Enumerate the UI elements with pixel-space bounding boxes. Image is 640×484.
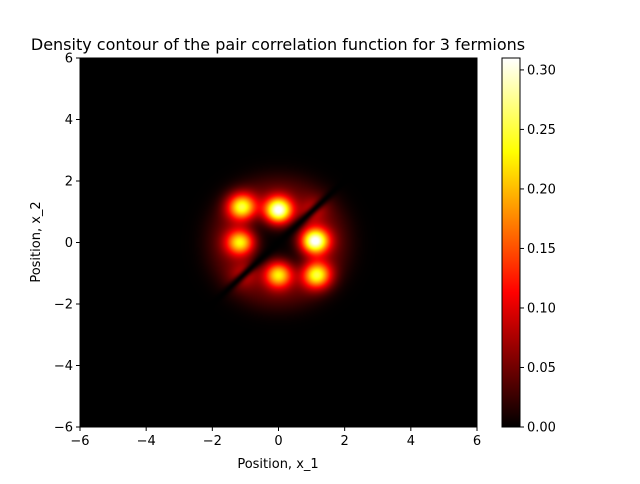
heatmap-image xyxy=(80,58,477,427)
x-tick-label: 6 xyxy=(473,434,481,449)
y-tick-label: 0 xyxy=(65,236,73,251)
x-tick-label: −2 xyxy=(203,434,222,449)
y-tick-label: −4 xyxy=(54,359,73,374)
colorbar-tick-label: 0.30 xyxy=(527,63,556,78)
x-axis-ticks: −6 −4 −2 0 2 4 6 xyxy=(70,427,481,449)
x-tick-label: 4 xyxy=(407,434,415,449)
y-tick-label: 4 xyxy=(65,113,73,128)
x-tick-label: −4 xyxy=(137,434,156,449)
y-axis-label: Position, x_2 xyxy=(29,201,44,282)
colorbar-tick-label: 0.25 xyxy=(527,123,556,138)
x-tick-label: −6 xyxy=(70,434,89,449)
colorbar-tick-label: 0.20 xyxy=(527,182,556,197)
y-tick-label: −6 xyxy=(54,421,73,436)
y-tick-label: 2 xyxy=(65,175,73,190)
y-tick-label: 6 xyxy=(65,52,73,67)
colorbar-tick-label: 0.15 xyxy=(527,242,556,257)
x-tick-label: 0 xyxy=(274,434,282,449)
y-axis-ticks: −6 −4 −2 0 2 4 6 xyxy=(54,52,80,436)
y-tick-label: −2 xyxy=(54,298,73,313)
colorbar xyxy=(501,57,521,428)
x-tick-label: 2 xyxy=(341,434,349,449)
colorbar-tick-label: 0.05 xyxy=(527,361,556,376)
colorbar-ticks: 0.00 0.05 0.10 0.15 0.20 0.25 0.30 xyxy=(520,63,556,436)
colorbar-tick-label: 0.10 xyxy=(527,301,556,316)
colorbar-tick-label: 0.00 xyxy=(527,421,556,436)
x-axis-label: Position, x_1 xyxy=(237,457,318,472)
chart-title: Density contour of the pair correlation … xyxy=(31,35,525,54)
